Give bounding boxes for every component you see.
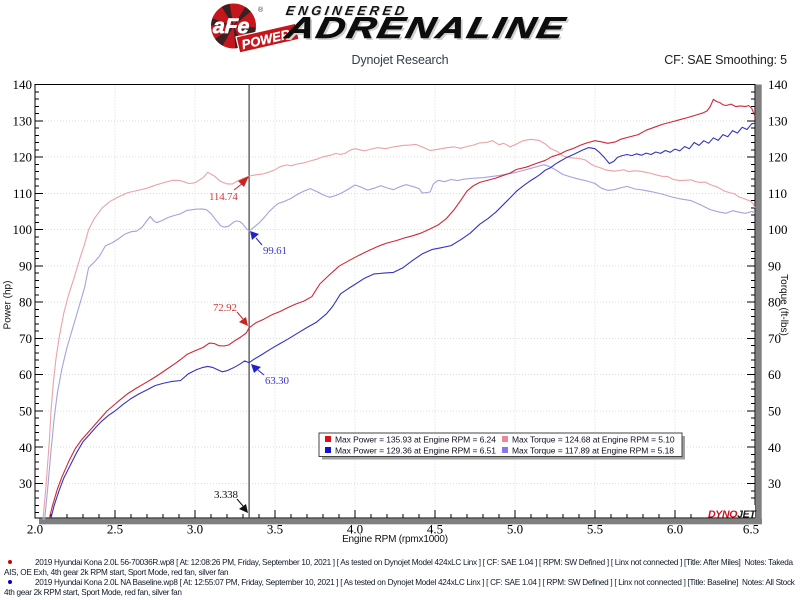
- svg-text:100: 100: [768, 222, 788, 237]
- svg-text:100: 100: [13, 222, 33, 237]
- svg-text:40: 40: [19, 440, 32, 455]
- svg-text:80: 80: [19, 295, 32, 310]
- svg-text:110: 110: [768, 186, 787, 201]
- svg-text:130: 130: [768, 113, 788, 128]
- svg-text:120: 120: [13, 150, 33, 165]
- svg-text:3.338: 3.338: [214, 489, 238, 501]
- svg-text:6.0: 6.0: [667, 522, 683, 537]
- svg-text:Max Torque = 124.68 at Engine: Max Torque = 124.68 at Engine RPM = 5.10: [512, 435, 675, 445]
- svg-text:130: 130: [13, 113, 33, 128]
- svg-text:70: 70: [768, 331, 781, 346]
- svg-text:90: 90: [19, 258, 32, 273]
- svg-text:Max Torque = 117.89 at Engine: Max Torque = 117.89 at Engine RPM = 5.18: [512, 446, 674, 456]
- svg-text:60: 60: [19, 367, 32, 382]
- svg-text:60: 60: [768, 367, 781, 382]
- svg-text:3.5: 3.5: [267, 522, 283, 537]
- svg-text:aFe: aFe: [212, 15, 250, 38]
- svg-text:40: 40: [768, 440, 781, 455]
- svg-text:4.5: 4.5: [427, 522, 443, 537]
- svg-text:Engine RPM (rpmx1000): Engine RPM (rpmx1000): [342, 534, 448, 545]
- svg-text:80: 80: [768, 295, 781, 310]
- svg-text:140: 140: [768, 77, 788, 92]
- svg-text:3.0: 3.0: [187, 522, 203, 537]
- svg-text:4.0: 4.0: [347, 522, 363, 537]
- svg-text:6.5: 6.5: [743, 522, 759, 537]
- svg-text:Power (hp): Power (hp): [3, 281, 14, 330]
- svg-text:90: 90: [768, 258, 781, 273]
- svg-text:2.5: 2.5: [107, 522, 123, 537]
- svg-text:72.92: 72.92: [213, 302, 237, 314]
- svg-text:30: 30: [768, 476, 781, 491]
- svg-text:140: 140: [13, 77, 33, 92]
- svg-text:2.0: 2.0: [27, 522, 43, 537]
- svg-text:110: 110: [13, 186, 32, 201]
- svg-text:Max Power = 135.93 at Engine R: Max Power = 135.93 at Engine RPM = 6.24: [335, 435, 496, 445]
- svg-text:5.5: 5.5: [587, 522, 603, 537]
- svg-text:Torque (ft-lbs): Torque (ft-lbs): [778, 274, 789, 336]
- svg-text:120: 120: [768, 150, 788, 165]
- svg-text:63.30: 63.30: [265, 375, 289, 387]
- svg-text:50: 50: [19, 404, 32, 419]
- svg-text:®: ®: [258, 6, 264, 14]
- svg-text:DYNOJET: DYNOJET: [708, 509, 757, 521]
- svg-text:Max Power = 129.36 at Engine R: Max Power = 129.36 at Engine RPM = 6.51: [335, 446, 496, 456]
- svg-text:50: 50: [768, 404, 781, 419]
- svg-text:114.74: 114.74: [209, 191, 238, 203]
- svg-text:5.0: 5.0: [507, 522, 523, 537]
- svg-text:70: 70: [19, 331, 32, 346]
- svg-text:30: 30: [19, 476, 32, 491]
- svg-text:99.61: 99.61: [263, 245, 287, 257]
